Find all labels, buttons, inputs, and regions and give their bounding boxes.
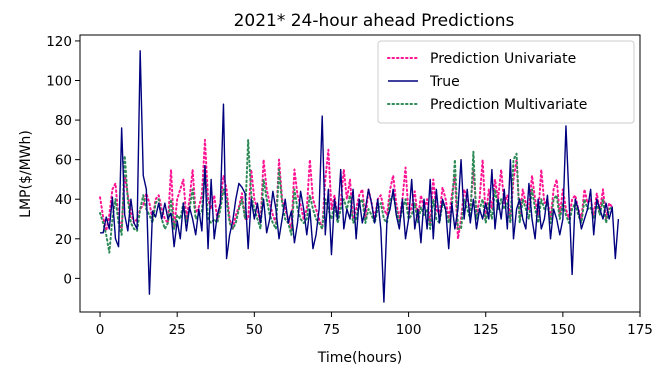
y-axis: 0 20 40 60 80 100 120 bbox=[46, 34, 80, 287]
y-tick-label: 80 bbox=[55, 113, 72, 129]
x-tick-label: 175 bbox=[627, 322, 653, 338]
legend-label: Prediction Univariate bbox=[430, 51, 576, 67]
legend-label: True bbox=[429, 74, 460, 90]
x-axis-label: Time(hours) bbox=[317, 350, 403, 366]
x-tick-label: 125 bbox=[473, 322, 499, 338]
y-axis-label: LMP($/MWh) bbox=[18, 130, 34, 218]
y-tick-label: 60 bbox=[55, 153, 72, 169]
y-tick-label: 20 bbox=[55, 232, 72, 248]
x-axis: 0 25 50 75 100 125 150 175 bbox=[96, 312, 653, 338]
x-tick-label: 75 bbox=[323, 322, 340, 338]
legend-box bbox=[377, 40, 635, 124]
y-tick-label: 40 bbox=[55, 192, 72, 208]
plot-area bbox=[99, 50, 620, 303]
y-tick-label: 120 bbox=[46, 34, 72, 50]
y-tick-label: 100 bbox=[46, 74, 72, 90]
x-tick-label: 100 bbox=[396, 322, 422, 338]
x-tick-label: 25 bbox=[169, 322, 186, 338]
series-line-true bbox=[100, 50, 620, 303]
x-tick-label: 50 bbox=[246, 322, 263, 338]
legend-label: Prediction Multivariate bbox=[430, 97, 587, 113]
y-tick-label: 0 bbox=[63, 271, 72, 287]
x-tick-label: 150 bbox=[550, 322, 576, 338]
x-tick-label: 0 bbox=[96, 322, 105, 338]
chart-title: 2021* 24-hour ahead Predictions bbox=[234, 11, 515, 31]
plot-frame bbox=[79, 34, 641, 313]
legend: Prediction Univariate True Prediction Mult… bbox=[377, 40, 635, 124]
